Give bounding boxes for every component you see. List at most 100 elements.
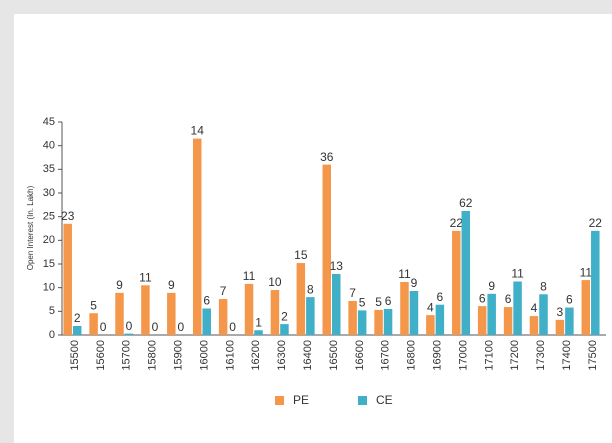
x-tick-label: 17400 <box>561 340 573 371</box>
data-label: 6 <box>203 294 210 308</box>
data-label: 11 <box>398 267 411 281</box>
data-label: 7 <box>220 284 227 298</box>
data-label: 23 <box>61 209 75 223</box>
bar <box>426 315 435 335</box>
data-label: 1 <box>255 315 262 329</box>
data-label: 6 <box>566 293 573 307</box>
bar <box>218 299 228 335</box>
bar <box>591 230 600 335</box>
bar <box>244 283 254 335</box>
data-label: 8 <box>540 279 547 293</box>
x-tick-label: 17300 <box>535 340 547 371</box>
data-label: 4 <box>427 300 434 314</box>
bar <box>202 308 211 335</box>
x-tick-label: 16200 <box>250 340 262 371</box>
bar <box>63 223 72 335</box>
data-label: 7 <box>349 286 356 300</box>
x-tick-label: 16100 <box>224 340 236 371</box>
bar <box>487 293 496 335</box>
x-tick-label: 16500 <box>328 340 340 371</box>
x-tick-label: 16000 <box>198 340 210 371</box>
x-tick-label: 17100 <box>483 340 495 371</box>
data-label: 2 <box>281 309 288 323</box>
data-label: 13 <box>330 259 344 273</box>
bar <box>72 326 82 335</box>
y-axis-title: Open Interest (In. Lakh) <box>26 185 35 270</box>
data-label: 9 <box>488 279 495 293</box>
data-label: 11 <box>511 267 524 281</box>
y-tick-label: 40 <box>43 140 55 152</box>
data-label: 9 <box>168 278 175 292</box>
data-label: 10 <box>268 275 282 289</box>
data-label: 0 <box>100 320 107 334</box>
bar <box>452 230 461 335</box>
bar <box>400 281 409 335</box>
data-label: 11 <box>580 265 593 279</box>
data-label: 11 <box>243 269 256 283</box>
bar <box>296 263 306 335</box>
bar <box>383 308 393 335</box>
data-label: 62 <box>459 196 473 210</box>
bar <box>322 164 331 335</box>
bar <box>555 319 565 335</box>
bar <box>332 273 341 335</box>
legend-label: PE <box>293 393 309 407</box>
bar <box>581 280 591 335</box>
bar <box>409 290 419 335</box>
data-label: 8 <box>307 282 314 296</box>
bar <box>503 307 513 335</box>
y-tick-label: 20 <box>43 234 55 246</box>
x-tick-label: 17200 <box>509 340 521 371</box>
data-label: 6 <box>505 292 512 306</box>
x-tick-label: 16800 <box>406 340 418 371</box>
panel <box>14 14 612 443</box>
data-label: 0 <box>126 319 133 333</box>
legend-swatch <box>275 396 284 405</box>
data-label: 5 <box>90 298 97 312</box>
data-label: 15 <box>294 248 308 262</box>
x-tick-label: 15800 <box>147 340 159 371</box>
x-tick-label: 16900 <box>432 340 444 371</box>
data-label: 3 <box>557 305 564 319</box>
y-tick-label: 10 <box>43 282 55 294</box>
bar <box>461 210 471 335</box>
data-label: 0 <box>177 320 184 334</box>
legend-swatch <box>358 396 367 405</box>
bar <box>565 307 574 335</box>
x-tick-label: 15900 <box>172 340 184 371</box>
bar <box>115 292 124 335</box>
data-label: 0 <box>152 320 159 334</box>
x-tick-label: 15500 <box>69 340 81 371</box>
y-tick-label: 45 <box>43 116 55 128</box>
bar <box>89 313 98 335</box>
data-label: 9 <box>116 278 123 292</box>
data-label: 2 <box>74 311 81 325</box>
x-tick-label: 15600 <box>95 340 107 371</box>
data-label: 0 <box>229 320 236 334</box>
x-tick-label: 16700 <box>380 340 392 371</box>
data-label: 22 <box>450 216 464 230</box>
x-tick-label: 16600 <box>354 340 366 371</box>
bar <box>477 306 487 335</box>
data-label: 22 <box>589 216 603 230</box>
bar <box>513 281 522 335</box>
data-label: 4 <box>531 301 538 315</box>
bar <box>270 290 280 335</box>
y-tick-label: 0 <box>49 329 55 341</box>
data-label: 9 <box>411 276 418 290</box>
y-tick-label: 15 <box>43 258 55 270</box>
x-tick-label: 16300 <box>276 340 288 371</box>
bar <box>374 309 383 335</box>
bar <box>306 297 315 335</box>
y-tick-label: 5 <box>49 305 55 317</box>
bar <box>254 330 263 335</box>
data-label: 36 <box>320 150 334 164</box>
data-label: 5 <box>359 296 366 310</box>
data-label: 6 <box>385 294 392 308</box>
bar <box>124 333 134 335</box>
data-label: 5 <box>375 295 382 309</box>
x-tick-label: 16400 <box>302 340 314 371</box>
y-tick-label: 35 <box>43 163 55 175</box>
